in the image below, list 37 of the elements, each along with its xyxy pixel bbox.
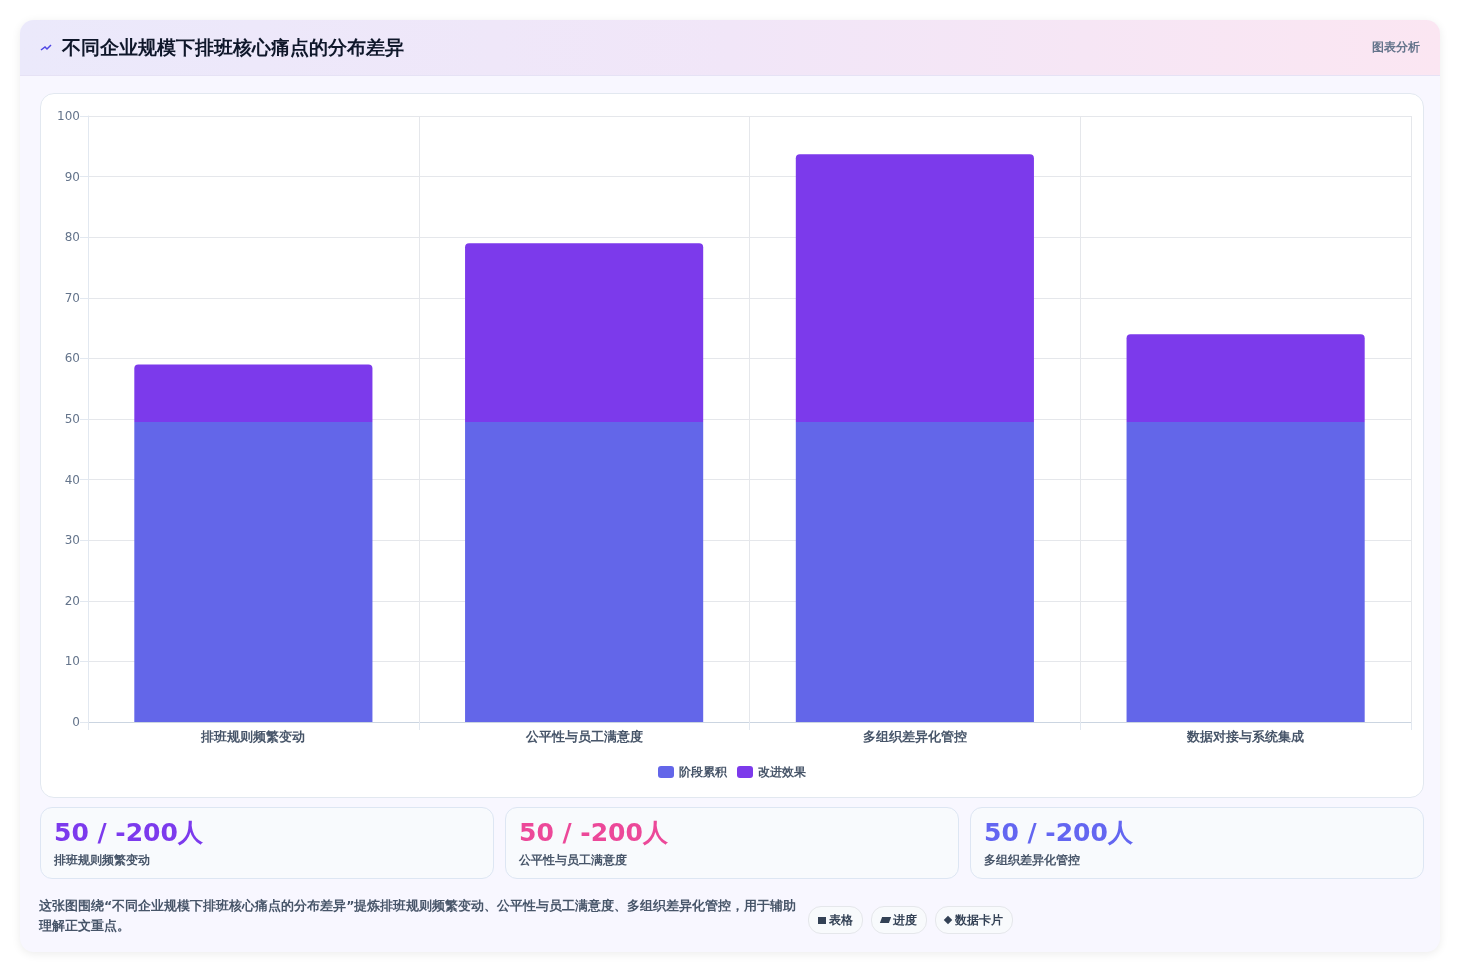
y-tick-label: 0 (72, 715, 80, 729)
y-tick-label: 70 (64, 290, 80, 305)
text: 数据卡片 (935, 906, 1013, 934)
text: 50 / -200人 (54, 818, 204, 848)
y-tick-label: 30 (64, 533, 80, 548)
y-tick-label: 50 (64, 412, 80, 426)
y-tick-label: 80 (64, 230, 80, 245)
text: 这张图围绕“不同企业规模下排班核心痛点的分布差异”提炼排班规则频繁变动、公平性与员工满意度、多组织差异化管控，用于辅助理解正文重点。 (39, 897, 798, 935)
bar (134, 422, 373, 722)
text: 表格 (808, 906, 863, 934)
bar (1126, 422, 1365, 722)
x-tick-label: 多组织差异化管控 (862, 729, 967, 744)
x-tick-label: 公平性与员工满意度 (524, 729, 643, 744)
text: 图表分析 (1372, 39, 1420, 56)
y-tick-label: 100 (57, 109, 80, 123)
text: 进度 (871, 906, 927, 934)
text: 公平性与员工满意度 (519, 852, 628, 869)
legend-label: 改进效果 (758, 765, 807, 779)
bar (134, 364, 373, 423)
text: 50 / -200人 (519, 818, 669, 848)
bar (1126, 334, 1365, 423)
y-tick-label: 10 (64, 654, 80, 669)
x-tick-label: 数据对接与系统集成 (1186, 729, 1305, 744)
y-tick-label: 20 (64, 593, 80, 608)
bar (795, 422, 1034, 722)
text: 50 / -200人 (984, 818, 1134, 848)
bar (465, 422, 704, 722)
y-tick-label: 60 (64, 351, 80, 366)
legend-label: 阶段累积 (679, 765, 728, 779)
text: 排班规则频繁变动 (54, 852, 151, 869)
y-tick-label: 40 (64, 472, 80, 487)
x-tick-label: 排班规则频繁变动 (200, 729, 306, 744)
y-tick-label: 90 (64, 169, 80, 184)
bar (795, 154, 1034, 423)
text: 多组织差异化管控 (984, 852, 1081, 869)
chart-title: 不同企业规模下排班核心痛点的分布差异 (62, 34, 404, 60)
bar (465, 243, 704, 423)
